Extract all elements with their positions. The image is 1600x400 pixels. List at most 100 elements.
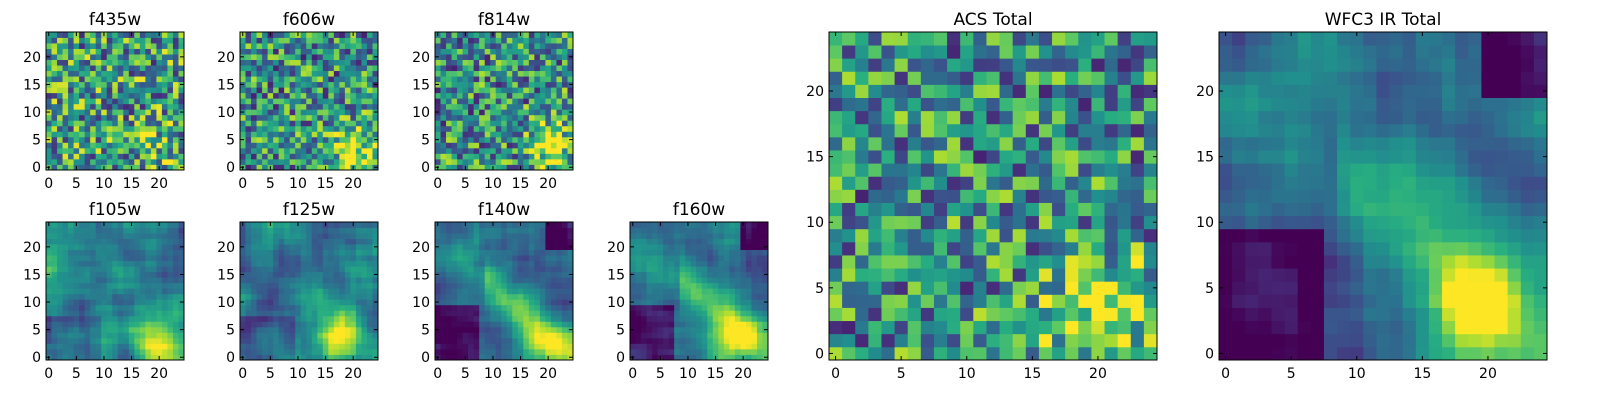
heatmap-cell [473,233,480,239]
heatmap-cell [751,326,758,333]
heatmap-cell [473,70,480,77]
heatmap-cell [539,293,546,300]
heatmap-cell [79,233,86,239]
heatmap-cell [484,315,491,322]
heatmap-cell [1117,176,1132,190]
heatmap-cell [289,343,296,350]
heatmap-cell [62,32,69,38]
heatmap-cell [128,260,135,267]
heatmap-cell [973,189,987,203]
heatmap-cell [495,81,502,88]
heatmap-cell [539,260,546,267]
heatmap-cell [161,222,168,228]
heatmap-cell [451,92,458,99]
heatmap-cell [534,164,541,171]
heatmap-cell [123,158,130,165]
heatmap-cell [495,348,502,355]
heatmap-cell [729,354,736,361]
heatmap-cell [256,81,263,88]
heatmap-cell [150,266,157,273]
heatmap-cell [868,294,882,308]
heatmap-cell [446,120,452,127]
heatmap-cell [284,54,291,60]
heatmap-cell [150,348,157,355]
heatmap-cell [79,266,86,273]
heatmap-cell [372,131,379,138]
heatmap-cell [517,260,524,267]
heatmap-cell [46,92,52,99]
heatmap-cell [556,354,563,361]
heatmap-cell [1143,320,1158,335]
heatmap-cell [561,233,568,239]
heatmap-cell [90,266,97,273]
heatmap-cell [150,48,157,55]
heatmap-cell [95,120,102,127]
heatmap-cell [84,98,91,105]
heatmap-cell [90,98,97,105]
heatmap-cell [372,32,379,38]
heatmap-cell [545,59,552,66]
heatmap-cell [90,164,97,171]
heatmap-cell [1038,150,1053,164]
heatmap-cell [490,142,497,149]
heatmap-cell [311,120,318,127]
heatmap-cell [756,244,763,250]
heatmap-cell [139,54,146,60]
heatmap-cell [289,81,296,88]
heatmap-cell [145,271,152,278]
heatmap-cell [501,222,508,228]
heatmap-cell [156,299,163,306]
heatmap-cell [172,282,179,289]
heatmap-cell [361,282,368,289]
heatmap-cell [101,244,108,250]
heatmap-cell [685,227,692,234]
heatmap-cell [101,255,108,262]
heatmap-cell [960,176,974,190]
heatmap-cell [539,266,546,273]
heatmap-cell [528,260,535,267]
heatmap-cell [278,354,285,361]
heatmap-cell [729,332,736,339]
heatmap-cell [484,299,491,306]
heatmap-cell [1012,268,1027,282]
heatmap-cell [947,202,961,217]
heatmap-cell [101,114,108,121]
heatmap-cell [534,337,541,344]
heatmap-cell [150,125,157,132]
heatmap-cell [256,255,263,262]
heatmap-cell [528,337,535,344]
heatmap-cell [630,343,636,350]
heatmap-cell [289,109,296,116]
heatmap-cell [300,282,307,289]
heatmap-cell [506,32,513,38]
heatmap-cell [134,136,141,143]
heatmap-cell [284,32,291,38]
y-tick-label: 10 [23,295,41,311]
heatmap-cell [718,255,725,262]
heatmap-cell [495,255,502,262]
heatmap-cell [112,310,119,317]
heatmap-cell [473,37,480,44]
heatmap-cell [495,222,502,228]
heatmap-cell [95,227,102,234]
heatmap-cell [947,189,961,203]
heatmap-cell [550,244,557,250]
heatmap-cell [112,304,119,311]
heatmap-cell [262,249,268,256]
heatmap-cell [484,131,491,138]
heatmap-cell [79,260,86,267]
heatmap-cell [451,227,458,234]
heatmap-cell [300,293,307,300]
heatmap-cell [701,249,708,256]
heatmap-cell [685,304,692,311]
heatmap-cell [156,131,163,138]
heatmap-cell [690,282,697,289]
heatmap-cell [512,48,519,55]
heatmap-cell [295,249,302,256]
heatmap-cell [517,81,524,88]
heatmap-cell [251,277,257,284]
heatmap-cell [101,54,108,60]
heatmap-cell [300,332,307,339]
heatmap-cell [712,233,719,239]
heatmap-cell [150,238,157,245]
